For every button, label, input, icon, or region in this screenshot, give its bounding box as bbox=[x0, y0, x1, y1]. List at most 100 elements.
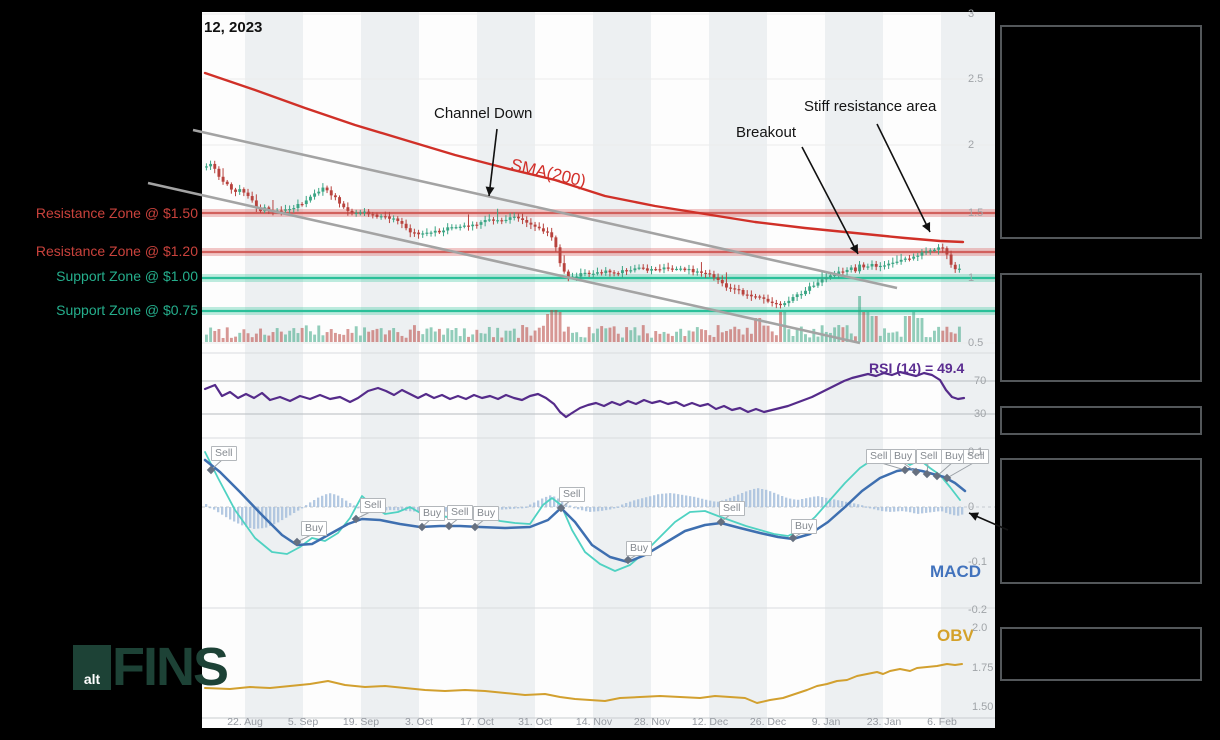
candle-body bbox=[804, 290, 807, 295]
candle-body bbox=[645, 268, 649, 271]
macd-histogram-bar bbox=[753, 488, 756, 507]
candle-body bbox=[733, 288, 737, 290]
volume-bar bbox=[575, 332, 579, 342]
candle-body bbox=[853, 267, 857, 272]
candle-body bbox=[367, 211, 371, 215]
candle-body bbox=[837, 271, 841, 275]
candle-body bbox=[325, 187, 329, 191]
candle-body bbox=[791, 297, 795, 301]
macd-histogram-bar bbox=[769, 491, 772, 507]
macd-histogram-bar bbox=[861, 505, 864, 507]
candle-body bbox=[508, 217, 512, 220]
macd-histogram-bar bbox=[253, 507, 256, 529]
macd-histogram-bar bbox=[393, 507, 396, 511]
macd-histogram-bar bbox=[233, 507, 236, 522]
macd-histogram-bar bbox=[933, 507, 936, 512]
candle-body bbox=[600, 272, 604, 274]
volume-bar bbox=[300, 327, 304, 342]
volume-bar bbox=[596, 328, 599, 342]
macd-histogram-bar bbox=[685, 495, 688, 507]
macd-histogram-bar bbox=[209, 506, 212, 509]
candle-body bbox=[209, 163, 213, 167]
candle-body bbox=[284, 209, 287, 211]
candle-body bbox=[408, 228, 412, 233]
candle-body bbox=[912, 256, 916, 259]
candle-body bbox=[612, 272, 616, 274]
volume-bar bbox=[238, 332, 242, 342]
volume-bar bbox=[246, 333, 250, 342]
candle-body bbox=[392, 218, 396, 220]
macd-histogram-bar bbox=[589, 507, 592, 512]
volume-bar bbox=[541, 325, 545, 342]
macd-histogram-bar bbox=[877, 507, 880, 511]
price-tick: 3 bbox=[968, 8, 975, 20]
calendar-stripe bbox=[477, 12, 535, 728]
volume-bar bbox=[833, 327, 837, 342]
macd-histogram-bar bbox=[921, 507, 924, 514]
candle-body bbox=[596, 272, 599, 274]
candle-body bbox=[874, 263, 878, 267]
signal-marker bbox=[206, 465, 216, 475]
candle-body bbox=[417, 232, 421, 235]
volume-bar bbox=[729, 329, 733, 342]
candle-body bbox=[829, 275, 832, 278]
volume-bar bbox=[400, 335, 404, 342]
candle-body bbox=[625, 270, 629, 272]
macd-histogram-bar bbox=[261, 507, 264, 529]
volume-bar bbox=[895, 331, 899, 342]
volume-bar bbox=[263, 334, 267, 342]
macd-histogram-bar bbox=[329, 493, 332, 507]
candle-body bbox=[433, 230, 437, 233]
buy-signal-label: Buy bbox=[941, 449, 968, 464]
obv-tick: 1.75 bbox=[972, 662, 994, 674]
volume-bar bbox=[496, 327, 500, 342]
macd-histogram-bar bbox=[205, 504, 208, 507]
macd-histogram-bar bbox=[229, 507, 232, 520]
macd-histogram-bar bbox=[625, 503, 628, 507]
candle-body bbox=[824, 277, 828, 280]
macd-histogram-bar bbox=[281, 507, 284, 521]
candle-body bbox=[587, 272, 591, 274]
candle-body bbox=[933, 249, 936, 251]
obv-tick: 1.50 bbox=[972, 701, 994, 713]
candle-body bbox=[899, 259, 903, 262]
candle-body bbox=[338, 197, 342, 204]
stiff-resistance-arrow bbox=[876, 123, 931, 233]
volume-bar bbox=[458, 336, 462, 342]
price-tick: 2.5 bbox=[968, 73, 984, 85]
volume-bar bbox=[774, 335, 778, 342]
candle-body bbox=[795, 294, 799, 298]
calendar-stripe bbox=[593, 12, 651, 728]
candle-body bbox=[541, 228, 545, 232]
volume-bar bbox=[425, 328, 429, 342]
channel-trendline bbox=[192, 128, 898, 290]
candle-body bbox=[450, 227, 454, 229]
volume-bar bbox=[379, 328, 383, 342]
volume-bar bbox=[417, 330, 421, 342]
macd-histogram-bar bbox=[737, 494, 740, 507]
candle-body bbox=[737, 289, 741, 291]
candle-body bbox=[475, 224, 479, 226]
volume-bar bbox=[383, 334, 387, 342]
volume-bar bbox=[358, 335, 362, 342]
candle-body bbox=[658, 269, 662, 271]
macd-histogram-bar bbox=[653, 495, 656, 507]
volume-bar bbox=[429, 327, 433, 342]
macd-histogram-bar bbox=[345, 500, 348, 507]
candle-body bbox=[783, 303, 787, 306]
volume-bar bbox=[779, 312, 782, 342]
price-tick: 2 bbox=[968, 139, 975, 151]
candle-body bbox=[529, 222, 533, 225]
volume-bar bbox=[242, 329, 246, 342]
volume-bar bbox=[321, 335, 325, 342]
volume-bar bbox=[853, 336, 857, 342]
volume-bar bbox=[737, 329, 741, 342]
candle-body bbox=[883, 265, 886, 267]
candle-body bbox=[205, 166, 208, 168]
volume-bar bbox=[571, 332, 574, 342]
sell-signal-label: Sell bbox=[963, 449, 989, 464]
candle-body bbox=[442, 230, 446, 233]
volume-bar bbox=[725, 330, 728, 342]
candle-body bbox=[487, 219, 491, 221]
